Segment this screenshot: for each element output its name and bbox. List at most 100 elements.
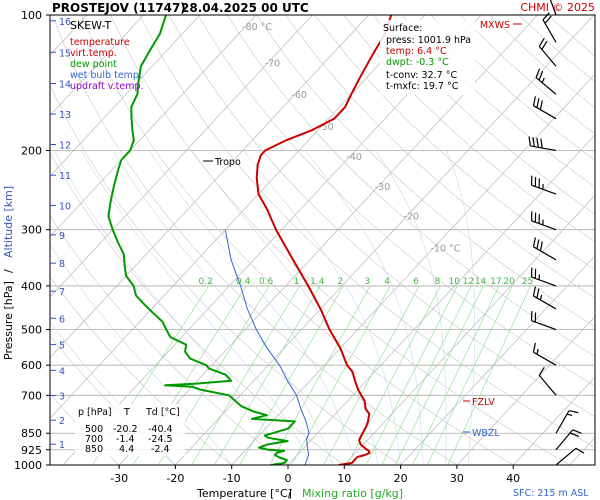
p-tick-label: 200 xyxy=(21,144,42,157)
x-tick-label: 40 xyxy=(506,472,520,485)
dry-adiabat xyxy=(50,215,289,465)
x-axis-label-secondary: Mixing ratio [g/kg] xyxy=(302,487,403,500)
isotherm-line xyxy=(175,15,595,465)
isotherm-line xyxy=(50,15,313,298)
wind-barb xyxy=(532,342,557,366)
wind-barb xyxy=(538,37,557,67)
isotherm-label: -10 °C xyxy=(430,243,460,254)
sfc-label: SFC: 215 m ASL xyxy=(513,488,589,499)
wind-barb xyxy=(530,311,557,331)
mixing-ratio-label: 1.4 xyxy=(310,277,325,287)
moist-adiabat xyxy=(304,150,424,465)
mixing-ratio-label: 12 xyxy=(463,277,474,287)
copyright-text: CHMI © 2025 xyxy=(520,1,595,14)
wbzl-label: WBZL xyxy=(472,428,500,439)
isotherm-line xyxy=(50,15,257,238)
isotherm-label: -30 xyxy=(375,182,391,193)
isotherm-line xyxy=(512,376,595,465)
x-tick-label: -20 xyxy=(166,472,184,485)
mixing-ratio-line xyxy=(365,285,458,465)
moist-adiabat xyxy=(81,150,311,465)
mixing-ratio-line xyxy=(447,285,531,465)
plot-frame xyxy=(49,14,596,466)
mixing-ratio-line xyxy=(291,285,391,465)
table-row-p: 500 xyxy=(85,424,103,435)
km-tick-label: 2 xyxy=(59,416,65,427)
mixing-ratio-label: 20 xyxy=(503,277,515,287)
y-axis-label: Pressure [hPa] xyxy=(2,281,15,360)
y-axis-label-secondary: Altitude [km] xyxy=(2,186,15,258)
tropo-label: Tropo xyxy=(214,157,241,168)
x-tick-label: 0 xyxy=(285,472,292,485)
km-tick-label: 6 xyxy=(59,314,65,325)
p-tick-label: 600 xyxy=(21,359,42,372)
mixing-ratio-line xyxy=(323,285,420,465)
surface-press: press: 1001.9 hPa xyxy=(386,35,471,46)
mixing-ratio-label: 14 xyxy=(475,277,487,287)
legend-wet-bulb: wet bulb temp. xyxy=(70,70,142,81)
isotherm-line xyxy=(400,255,595,465)
dry-adiabat xyxy=(372,15,595,215)
mixing-ratio-label: 4 xyxy=(384,277,390,287)
legend-temperature: temperature xyxy=(70,37,130,48)
mixing-ratio-label: 0.6 xyxy=(259,277,274,287)
km-tick-label: 1 xyxy=(59,440,65,451)
km-tick-label: 13 xyxy=(59,110,71,121)
dewpoint-profile xyxy=(107,15,296,465)
p-tick-label: 500 xyxy=(21,324,42,337)
dry-adiabat xyxy=(226,15,595,357)
surface-tconv: t-conv: 32.7 °C xyxy=(386,70,457,81)
km-tick-label: 3 xyxy=(59,392,65,403)
dry-adiabat xyxy=(343,15,595,243)
wind-barb xyxy=(549,0,557,16)
dry-adiabat xyxy=(50,152,345,465)
p-tick-label: 300 xyxy=(21,224,42,237)
wind-barb xyxy=(542,12,557,43)
isotherm-label: -50 xyxy=(318,122,334,133)
mixing-ratio-label: 25 xyxy=(522,277,533,287)
x-tick-label: 20 xyxy=(394,472,408,485)
isotherm-line xyxy=(50,15,144,117)
dry-adiabat xyxy=(314,15,595,271)
x-tick-label: -10 xyxy=(223,472,241,485)
isotherm-line xyxy=(50,15,201,177)
table-row-p: 850 xyxy=(85,444,103,455)
x-axis-separator: / xyxy=(288,487,292,500)
dry-adiabat xyxy=(51,15,458,465)
grid-layer: 0.2 0.4 0.6 1 1.4 2 3 4 6 8 10 12 14 17 20 25-80 °C-70-… xyxy=(50,15,595,465)
p-tick-label: 400 xyxy=(21,280,42,293)
isotherm-line xyxy=(231,73,595,465)
mixing-ratio-label: 0.2 xyxy=(199,277,213,287)
legend-title: SKEW-T xyxy=(70,19,112,32)
mixing-ratio-line xyxy=(381,285,472,465)
isotherm-label: -70 xyxy=(265,58,281,69)
table-header-p: p [hPa] xyxy=(78,407,112,418)
table-bg xyxy=(75,404,185,456)
moist-adiabat xyxy=(243,150,401,465)
legend-virt-temp: virt.temp. xyxy=(70,48,117,59)
mixing-ratio-line xyxy=(269,285,371,465)
wind-barb xyxy=(535,68,557,95)
km-tick-label: 10 xyxy=(59,201,71,212)
mixing-ratio-label: 17 xyxy=(490,277,501,287)
surface-tmxfc: t-mxfc: 19.7 °C xyxy=(386,81,459,92)
table-row-t: -1.4 xyxy=(116,434,135,445)
surface-title: Surface: xyxy=(383,23,422,34)
dry-adiabat xyxy=(50,276,232,465)
isotherm-label: -60 xyxy=(291,90,307,101)
mixing-ratio-label: 8 xyxy=(434,277,440,287)
km-tick-label: 5 xyxy=(59,341,65,352)
dry-adiabat xyxy=(488,15,595,108)
wind-barb xyxy=(532,96,557,120)
wind-barb xyxy=(530,211,557,231)
mixing-ratio-line xyxy=(191,285,300,465)
moist-adiabat xyxy=(446,150,475,465)
x-tick-label: -30 xyxy=(110,472,128,485)
isotherm-line xyxy=(456,315,595,465)
wet-bulb-profile xyxy=(224,229,310,465)
table-row-t: 4.4 xyxy=(119,444,134,455)
wind-barb xyxy=(532,286,557,310)
mixing-ratio-line xyxy=(426,285,513,465)
p-tick-label: 100 xyxy=(21,9,42,22)
